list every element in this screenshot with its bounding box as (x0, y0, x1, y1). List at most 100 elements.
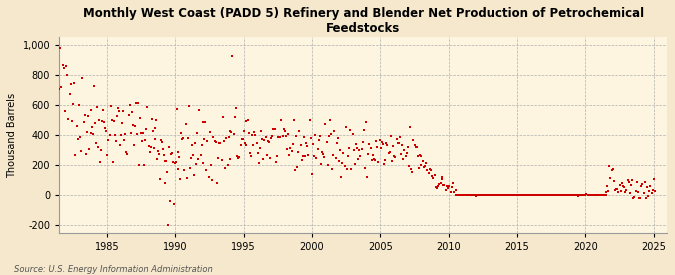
Point (628, 196, 639, 200)
Point (92, 105, 103, 109)
Point (560, 192, 571, 197)
Point (485, 192, 495, 197)
Point (412, 145, 423, 149)
Point (358, 128, 369, 132)
Point (302, 144, 313, 148)
Point (475, 193, 486, 197)
Point (246, 154, 256, 158)
Point (467, 193, 478, 197)
Point (296, 158, 307, 163)
Point (180, 122, 191, 127)
Point (416, 163, 427, 167)
Point (406, 167, 416, 171)
Point (410, 145, 421, 149)
Point (353, 156, 364, 161)
Point (166, 152, 177, 156)
Point (524, 192, 535, 197)
Point (72, 124, 82, 128)
Point (225, 157, 236, 161)
Point (294, 129, 305, 133)
Point (574, 193, 585, 197)
Point (130, 124, 140, 128)
Point (364, 141, 375, 146)
Point (220, 166, 231, 170)
Point (435, 180, 446, 185)
Point (161, 158, 172, 163)
Point (54, 87, 65, 92)
Point (367, 158, 377, 162)
Point (94, 117, 105, 122)
Point (510, 192, 520, 197)
Point (508, 193, 518, 197)
Point (303, 153, 314, 157)
Point (644, 189, 655, 194)
Point (111, 139, 122, 143)
Point (109, 133, 120, 138)
Point (181, 176, 192, 180)
Point (372, 145, 383, 150)
Point (105, 104, 116, 108)
Point (74, 103, 84, 108)
Point (263, 139, 273, 143)
Point (301, 141, 312, 145)
Point (407, 169, 418, 174)
Point (295, 143, 306, 147)
Point (191, 162, 202, 166)
Point (532, 193, 543, 197)
Point (412, 154, 423, 158)
Point (238, 137, 248, 142)
Point (634, 196, 645, 200)
Point (305, 136, 316, 140)
Point (454, 193, 464, 197)
Point (234, 155, 245, 159)
Point (591, 193, 602, 197)
Point (249, 130, 260, 134)
Point (86, 125, 97, 130)
Point (173, 167, 184, 172)
Point (235, 143, 246, 147)
Point (135, 116, 146, 120)
Point (616, 189, 626, 194)
Point (581, 192, 592, 197)
Y-axis label: Thousand Barrels: Thousand Barrels (7, 92, 17, 178)
Point (445, 190, 456, 195)
Point (409, 142, 420, 147)
Point (608, 178, 619, 183)
Point (256, 137, 267, 142)
Point (273, 134, 284, 139)
Point (470, 193, 481, 198)
Point (596, 192, 607, 197)
Point (256, 128, 267, 133)
Point (377, 142, 388, 146)
Point (230, 115, 240, 119)
Point (265, 156, 275, 161)
Point (449, 189, 460, 194)
Point (207, 178, 217, 182)
Point (498, 193, 509, 197)
Point (480, 193, 491, 197)
Point (169, 202, 180, 207)
Point (118, 109, 129, 113)
Point (85, 108, 96, 113)
Point (124, 103, 135, 107)
Point (205, 129, 215, 134)
Point (593, 192, 604, 197)
Point (369, 156, 379, 161)
Point (551, 193, 562, 197)
Point (533, 192, 543, 197)
Point (243, 131, 254, 135)
Point (151, 157, 162, 161)
Point (338, 150, 349, 155)
Point (159, 181, 170, 185)
Point (128, 143, 139, 147)
Point (115, 143, 126, 148)
Point (193, 157, 204, 161)
Point (241, 119, 252, 123)
Point (423, 171, 434, 176)
Point (458, 193, 469, 197)
Point (156, 140, 167, 144)
Point (448, 181, 458, 186)
Point (275, 135, 286, 139)
Point (61, 64, 72, 68)
Point (496, 193, 507, 197)
